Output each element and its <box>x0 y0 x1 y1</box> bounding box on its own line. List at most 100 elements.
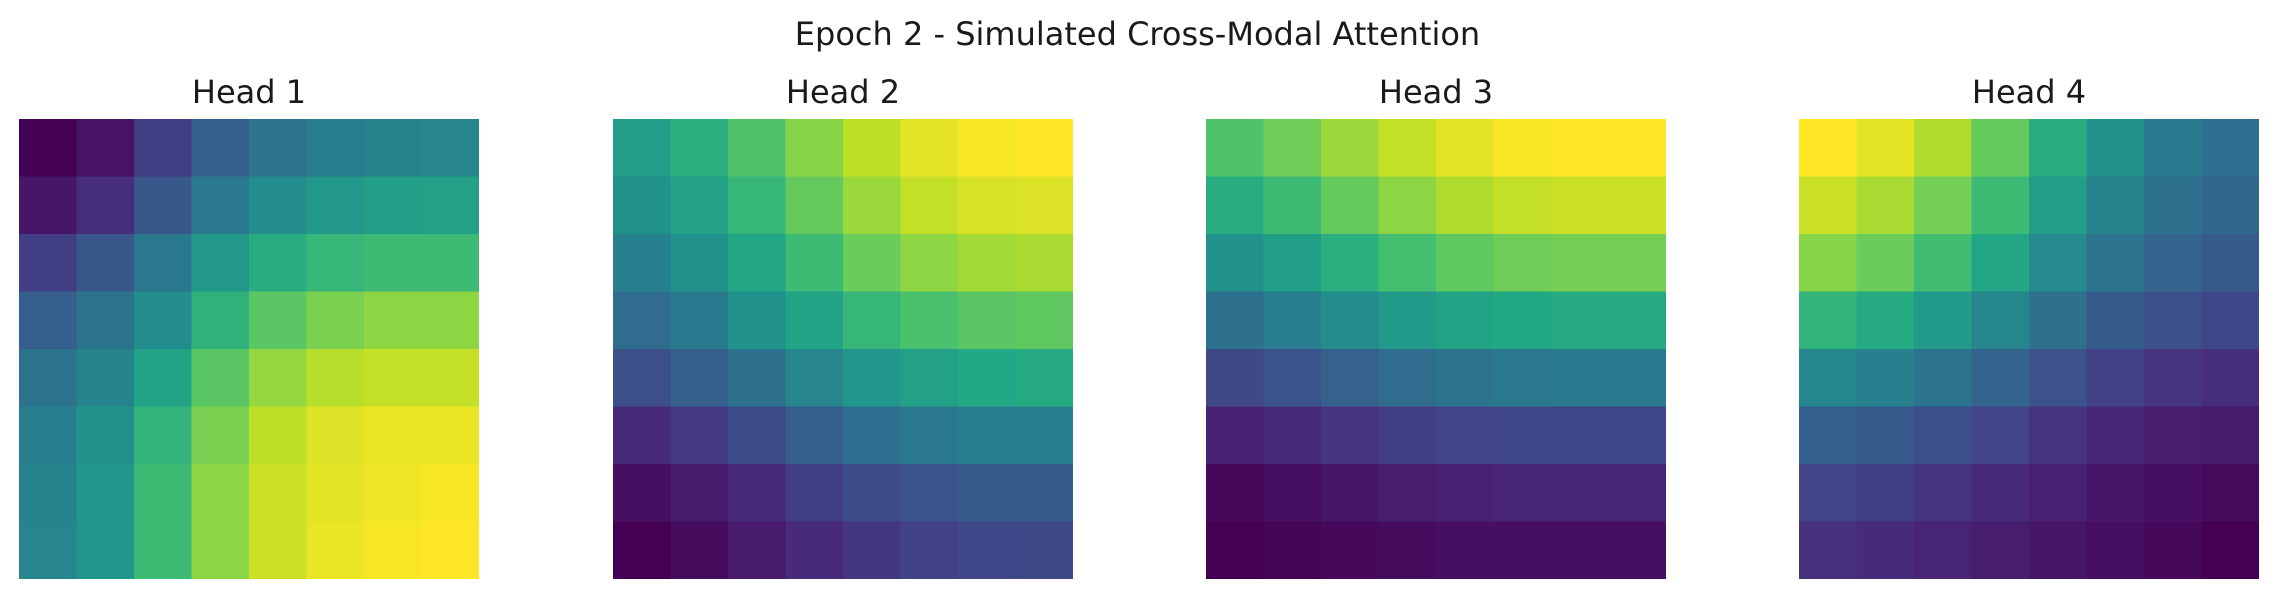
heatmap-cell <box>134 234 193 293</box>
heatmap-cell <box>1551 349 1610 408</box>
heatmap-cell <box>1015 521 1073 579</box>
heatmap-cell <box>306 119 365 178</box>
heatmap-cell <box>134 119 193 178</box>
heatmap-cell <box>1263 464 1322 523</box>
heatmap-cell <box>19 521 78 579</box>
heatmap-cell <box>613 234 672 293</box>
heatmap-cell <box>1436 464 1495 523</box>
heatmap-cell <box>2029 521 2088 579</box>
heatmap-cell <box>134 349 193 408</box>
heatmap-cell <box>900 349 959 408</box>
heatmap-head-4 <box>1799 119 2259 579</box>
heatmap-cell <box>2144 234 2203 293</box>
heatmap-cell <box>1971 521 2030 579</box>
heatmap-cell <box>1321 291 1380 350</box>
heatmap-cell <box>2201 349 2259 408</box>
heatmap-cell <box>843 464 902 523</box>
heatmap-cell <box>670 176 729 235</box>
heatmap-cell <box>785 464 844 523</box>
heatmap-cell <box>900 464 959 523</box>
heatmap-cell <box>1015 119 1073 178</box>
heatmap-cell <box>2201 119 2259 178</box>
heatmap-cell <box>958 349 1017 408</box>
heatmap-cell <box>1608 291 1666 350</box>
heatmap-cell <box>785 291 844 350</box>
heatmap-cell <box>1378 464 1437 523</box>
heatmap-cell <box>1914 234 1973 293</box>
heatmap-cell <box>613 464 672 523</box>
heatmap-cell <box>2029 464 2088 523</box>
heatmap-cell <box>1436 406 1495 465</box>
heatmap-cell <box>364 119 423 178</box>
heatmap-cell <box>191 349 250 408</box>
heatmap-cell <box>785 234 844 293</box>
heatmap-cell <box>2144 406 2203 465</box>
heatmap-cell <box>1856 464 1915 523</box>
heatmap-cell <box>249 234 308 293</box>
heatmap-cell <box>2201 464 2259 523</box>
heatmap-cell <box>843 521 902 579</box>
heatmap-cell <box>1608 176 1666 235</box>
heatmap-cell <box>1856 291 1915 350</box>
heatmap-cell <box>249 464 308 523</box>
heatmap-cell <box>2086 349 2145 408</box>
heatmap-cell <box>1015 234 1073 293</box>
heatmap-cell <box>958 406 1017 465</box>
heatmap-cell <box>1206 291 1265 350</box>
heatmap-cell <box>19 291 78 350</box>
heatmap-cell <box>364 234 423 293</box>
heatmap-cell <box>1321 464 1380 523</box>
heatmap-cell <box>900 176 959 235</box>
heatmap-cell <box>1436 521 1495 579</box>
heatmap-cell <box>1971 464 2030 523</box>
heatmap-cell <box>1551 521 1610 579</box>
heatmap-cell <box>1321 234 1380 293</box>
heatmap-cell <box>2201 291 2259 350</box>
heatmap-cell <box>1608 406 1666 465</box>
heatmap-cell <box>670 464 729 523</box>
heatmap-cell <box>1551 119 1610 178</box>
heatmap-cell <box>2029 406 2088 465</box>
heatmap-cell <box>1799 176 1858 235</box>
heatmap-cell <box>1608 521 1666 579</box>
heatmap-cell <box>728 176 787 235</box>
heatmap-cell <box>1971 291 2030 350</box>
heatmap-cell <box>843 291 902 350</box>
heatmap-cell <box>1436 291 1495 350</box>
heatmap-cell <box>1551 176 1610 235</box>
heatmap-cell <box>76 119 135 178</box>
heatmap-cell <box>613 176 672 235</box>
heatmap-cell <box>19 234 78 293</box>
heatmap-cell <box>843 176 902 235</box>
heatmap-cell <box>2086 119 2145 178</box>
heatmap-cell <box>958 234 1017 293</box>
heatmap-cell <box>1321 119 1380 178</box>
heatmap-cell <box>1914 349 1973 408</box>
heatmap-cell <box>1914 176 1973 235</box>
heatmap-cell <box>670 349 729 408</box>
heatmap-cell <box>1799 406 1858 465</box>
heatmap-cell <box>1015 291 1073 350</box>
heatmap-cell <box>900 119 959 178</box>
heatmap-cell <box>1321 406 1380 465</box>
heatmap-cell <box>421 464 479 523</box>
heatmap-cell <box>76 234 135 293</box>
heatmap-cell <box>1914 119 1973 178</box>
heatmap-cell <box>728 291 787 350</box>
heatmap-cell <box>728 406 787 465</box>
heatmap-cell <box>2029 176 2088 235</box>
heatmap-cell <box>1493 521 1552 579</box>
heatmap-cell <box>843 119 902 178</box>
heatmap-cell <box>1799 291 1858 350</box>
heatmap-cell <box>900 521 959 579</box>
heatmap-cell <box>1015 349 1073 408</box>
heatmap-cell <box>1856 349 1915 408</box>
heatmap-cell <box>900 291 959 350</box>
heatmap-cell <box>191 521 250 579</box>
heatmap-cell <box>19 119 78 178</box>
heatmap-cell <box>191 464 250 523</box>
heatmap-cell <box>1378 521 1437 579</box>
heatmap-cell <box>1971 349 2030 408</box>
heatmap-cell <box>728 349 787 408</box>
heatmap-cell <box>1015 176 1073 235</box>
